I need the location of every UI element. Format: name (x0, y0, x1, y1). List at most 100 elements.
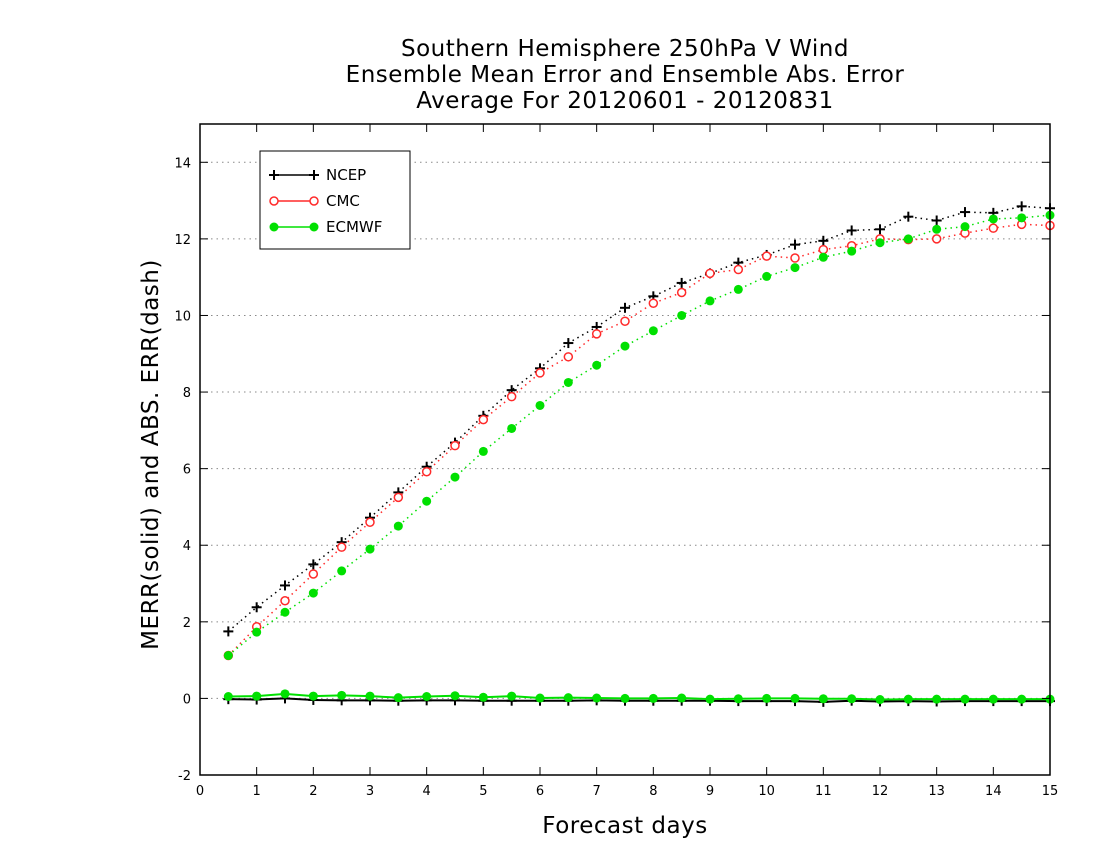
legend: NCEP CMC ECMWF (259, 150, 411, 250)
ecmwf-mean-error-point (450, 691, 460, 701)
ecmwf-mean-error-point (960, 694, 970, 704)
ncep-abs-error-point (251, 602, 262, 613)
x-tick-label: 8 (649, 784, 657, 799)
x-tick-label: 0 (196, 784, 204, 799)
title-line-1: Southern Hemisphere 250hPa V Wind (401, 36, 849, 62)
ncep-abs-error-point (875, 224, 885, 235)
ecmwf-abs-error-point (648, 326, 658, 336)
ecmwf-abs-error-point (223, 651, 233, 661)
x-tick-label: 13 (928, 784, 945, 799)
ecmwf-mean-error-point (1017, 694, 1027, 704)
ncep-abs-error-point (223, 626, 234, 637)
legend-label-cmc: CMC (326, 192, 360, 210)
ecmwf-abs-error-point (847, 246, 857, 256)
cmc-abs-error-point (478, 414, 489, 425)
cmc-abs-error-point (818, 244, 829, 255)
ecmwf-mean-error-line (228, 692, 1050, 701)
cmc-abs-error-point (450, 440, 460, 451)
ecmwf-mean-error-point (677, 693, 687, 703)
ecmwf-mean-error-point (903, 694, 913, 704)
cmc-abs-error-point (421, 466, 432, 477)
ecmwf-mean-error-point (932, 694, 942, 704)
cmc-abs-error-point (535, 368, 545, 378)
ecmwf-abs-error-point (280, 607, 290, 617)
ncep-abs-error-point (846, 225, 857, 236)
chart-title: Southern Hemisphere 250hPa V Wind Ensemb… (0, 36, 1100, 114)
y-tick-label: -2 (178, 769, 191, 784)
ecmwf-mean-error-point (393, 693, 403, 703)
ecmwf-mean-error-point (280, 689, 290, 699)
cmc-abs-error-point (761, 251, 772, 261)
ecmwf-abs-error-point (932, 224, 942, 234)
y-tick-label: 10 (174, 309, 191, 324)
ecmwf-abs-error-point (450, 472, 460, 482)
ecmwf-abs-error-point (478, 446, 488, 456)
x-tick-label: 1 (253, 784, 261, 799)
ecmwf-abs-error-point (365, 544, 375, 554)
legend-marker-right-cmc (309, 196, 319, 206)
cmc-abs-error-point (705, 268, 715, 279)
ecmwf-abs-error-point (1017, 213, 1027, 223)
cmc-abs-error-point (280, 596, 290, 606)
ncep-abs-error-point (1016, 201, 1027, 212)
ecmwf-mean-error-point (223, 691, 233, 701)
legend-entry-ecmwf: ECMWF (269, 218, 382, 236)
title-line-3: Average For 20120601 - 20120831 (416, 88, 834, 114)
y-tick-label: 8 (183, 386, 191, 401)
series-layer (223, 201, 1055, 707)
legend-label-ecmwf: ECMWF (326, 218, 382, 236)
y-tick-label: 4 (183, 539, 191, 554)
plot-area-frame (199, 123, 1051, 776)
cmc-abs-error-point (563, 352, 574, 362)
ecmwf-abs-error-point (563, 377, 573, 387)
ecmwf-mean-error-point (762, 693, 772, 703)
y-tick-label: 6 (183, 463, 191, 478)
cmc-abs-error-line (227, 223, 1051, 657)
legend-marker-left-ecmwf (269, 222, 279, 232)
ecmwf-abs-error-point (960, 222, 970, 232)
ecmwf-abs-error-point (818, 252, 828, 262)
legend-box (259, 150, 411, 250)
ecmwf-mean-error-point (847, 694, 857, 704)
x-tick-label: 11 (815, 784, 832, 799)
ecmwf-mean-error-point (478, 692, 488, 702)
series-cmc (223, 219, 1055, 661)
ecmwf-abs-error-point (988, 214, 998, 224)
cmc-abs-error-point (648, 298, 659, 308)
ecmwf-mean-error-point (648, 693, 658, 703)
cmc-abs-error-point (620, 316, 630, 326)
cmc-abs-error-point (308, 569, 319, 579)
ecmwf-abs-error-point (875, 238, 885, 248)
ncep-abs-error-point (563, 338, 574, 349)
ncep-abs-error-point (790, 239, 800, 250)
ecmwf-mean-error-point (563, 693, 573, 703)
x-tick-label: 14 (985, 784, 1002, 799)
legend-marker-right-ncep (309, 170, 319, 180)
ecmwf-abs-error-point (762, 271, 772, 281)
ecmwf-abs-error-point (592, 360, 602, 370)
x-tick-label: 7 (593, 784, 601, 799)
ecmwf-abs-error-point (535, 400, 545, 410)
cmc-abs-error-point (790, 253, 800, 263)
ncep-abs-error-point (931, 215, 942, 226)
x-tick-label: 12 (872, 784, 889, 799)
ncep-abs-error-point (280, 580, 290, 591)
ecmwf-abs-error-point (733, 284, 743, 294)
cmc-abs-error-point (393, 492, 404, 503)
ecmwf-mean-error-point (308, 691, 318, 701)
ncep-abs-error-point (960, 207, 970, 218)
ncep-abs-error-point (676, 277, 687, 288)
ecmwf-mean-error-point (988, 694, 998, 704)
ecmwf-abs-error-point (620, 341, 630, 351)
x-axis-title: Forecast days (542, 813, 707, 839)
x-tick-label: 4 (423, 784, 431, 799)
x-tick-label: 15 (1042, 784, 1059, 799)
ecmwf-mean-error-point (535, 693, 545, 703)
y-tick-label: 12 (174, 233, 191, 248)
series-ncep (223, 201, 1055, 707)
x-tick-label: 3 (366, 784, 374, 799)
ecmwf-abs-error-point (677, 310, 687, 320)
y-tick-label: 14 (174, 156, 191, 171)
cmc-abs-error-point (336, 542, 347, 552)
